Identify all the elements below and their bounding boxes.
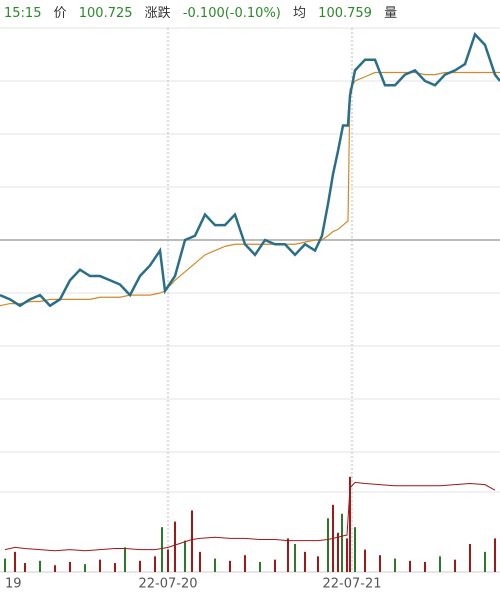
price-line <box>0 31 500 308</box>
volume-bar <box>349 476 351 572</box>
volume-bar <box>229 560 231 572</box>
volume-bar <box>394 558 396 572</box>
volume-bar <box>39 560 41 572</box>
volume-bar <box>244 555 246 572</box>
label: 量 <box>384 6 398 21</box>
x-tick-label: 22-07-21 <box>322 577 381 592</box>
volume-bar <box>84 564 86 572</box>
price: 100.725 <box>78 6 133 21</box>
change: -0.100(-0.10%) <box>182 6 281 21</box>
volume-bar <box>14 551 16 572</box>
volume-bar <box>469 544 471 572</box>
volume-bar <box>454 559 456 572</box>
volume-bar <box>439 556 441 572</box>
volume-bar <box>379 555 381 572</box>
volume-bar <box>124 547 126 572</box>
time: 15:15 <box>4 6 42 21</box>
quote-header: 15:15 价 100.725 涨跌 -0.100(-0.10%) 均 100.… <box>0 0 500 28</box>
volume-bar <box>346 538 348 572</box>
volume-bar <box>409 560 411 572</box>
volume-bar <box>99 559 101 572</box>
volume-bar <box>69 561 71 572</box>
avg-price: 100.759 <box>318 6 372 21</box>
volume-bar <box>4 558 6 572</box>
x-tick-label: 19 <box>5 577 22 592</box>
volume-bar <box>287 538 289 572</box>
volume-bar <box>154 556 156 572</box>
volume-bar <box>167 549 169 572</box>
volume-bar <box>274 559 276 572</box>
volume-bar <box>317 556 319 572</box>
volume-bar <box>494 538 496 572</box>
volume-bar <box>304 551 306 572</box>
volume-bar <box>139 560 141 572</box>
volume-bar <box>114 563 116 572</box>
volume-bar <box>337 532 339 572</box>
volume-bar <box>424 561 426 572</box>
volume-bar <box>199 551 201 572</box>
volume-bar <box>341 513 343 572</box>
volume-bar <box>214 558 216 572</box>
label: 均 <box>293 6 307 21</box>
volume-bar <box>294 544 296 572</box>
volume-bar <box>54 565 56 572</box>
x-tick-label: 22-07-20 <box>138 577 197 592</box>
label: 价 <box>53 6 67 21</box>
volume-bar <box>364 549 366 572</box>
volume-bar <box>174 521 176 572</box>
label: 涨跌 <box>144 6 171 21</box>
volume-bar <box>327 518 329 572</box>
volume-bar <box>161 527 163 572</box>
volume-avg-line <box>4 481 496 552</box>
volume-bar <box>191 510 193 572</box>
volume-bar <box>354 527 356 572</box>
volume-bar <box>259 561 261 572</box>
volume-bar <box>184 540 186 572</box>
avg-line <box>0 71 500 307</box>
volume-bar <box>484 551 486 572</box>
volume-bar <box>24 563 26 572</box>
